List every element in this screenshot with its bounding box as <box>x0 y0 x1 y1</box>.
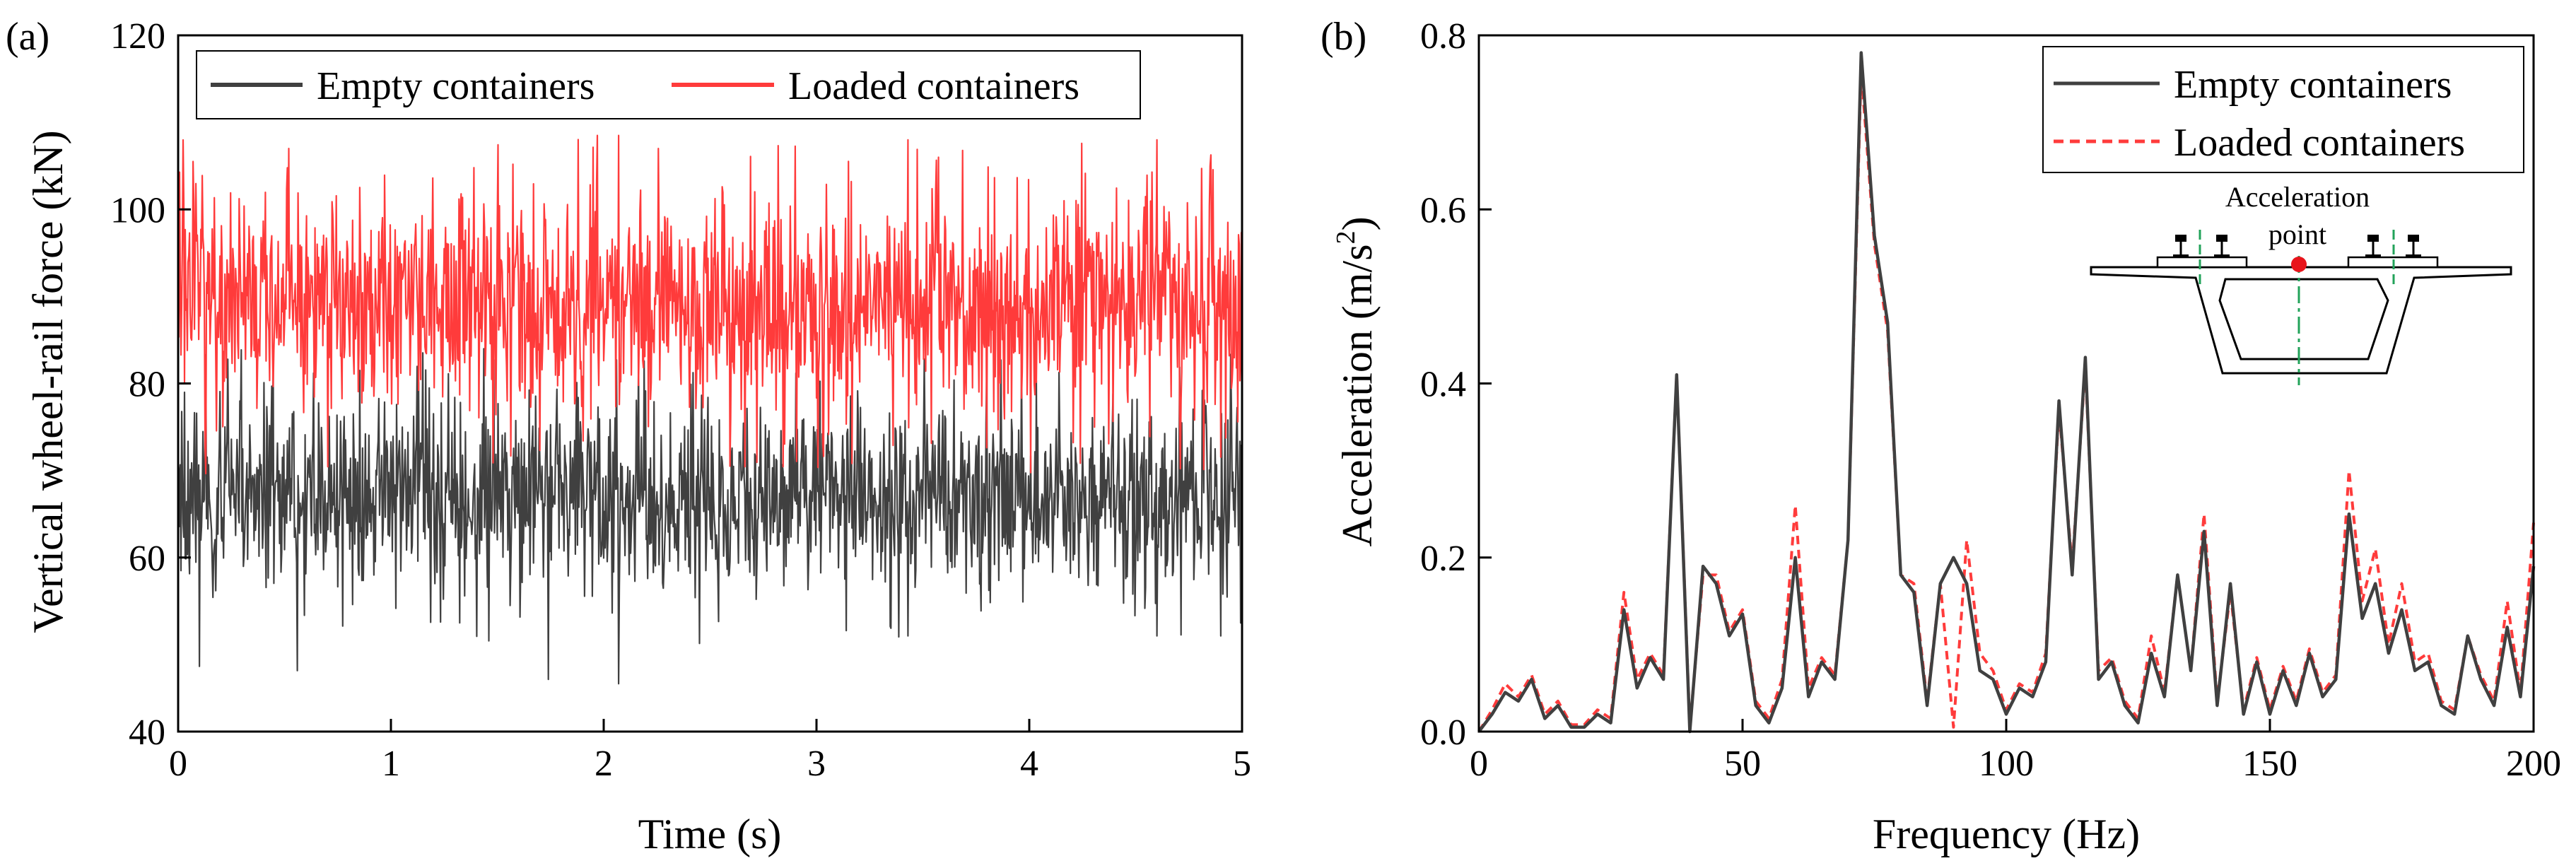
right-rail-1-foot <box>2365 254 2381 258</box>
panel-b-label: (b) <box>1321 15 1366 59</box>
inset-label-line2: point <box>2268 218 2326 250</box>
panel-a-y-axis-label: Vertical wheel-rail force (kN) <box>25 130 71 633</box>
panel-b-y-tick-label: 0.0 <box>1420 712 1466 753</box>
panel-b-x-axis-label: Frequency (Hz) <box>1873 811 2140 857</box>
panel-a-x-tick-label: 5 <box>1233 744 1251 784</box>
panel-b-y-tick-label: 0.2 <box>1420 539 1466 579</box>
panel-b-x-tick-label: 200 <box>2506 744 2561 784</box>
panel-a-y-tick-label: 60 <box>129 539 165 579</box>
left-rail-1-foot <box>2173 254 2189 258</box>
panel-a-x-tick-label: 3 <box>807 744 826 784</box>
panel-b-y-axis-label: Acceleration (m/s2) <box>1331 216 1381 546</box>
panel-a-axes: 0 1 2 3 4 5 40 60 80 100 120 <box>110 16 1251 784</box>
panel-b-legend-label-loaded: Loaded containers <box>2174 121 2465 165</box>
panel-a-y-tick-label: 100 <box>110 190 165 230</box>
panel-b-x-tick-label: 100 <box>1979 744 2034 784</box>
panel-a-series-layer <box>177 134 1243 685</box>
panel-b-x-tick-label: 150 <box>2242 744 2297 784</box>
acceleration-point-marker <box>2291 257 2307 272</box>
panel-a-legend-label-empty: Empty containers <box>317 64 595 108</box>
inset-label-line1: Acceleration <box>2225 181 2370 213</box>
panel-b-y-tick-label: 0.4 <box>1420 365 1466 405</box>
panel-a-x-tick-label: 0 <box>169 744 187 784</box>
panel-a-x-tick-label: 2 <box>595 744 613 784</box>
panel-b-series-layer <box>1477 51 2536 734</box>
panel-a-x-tick-label: 1 <box>382 744 400 784</box>
panel-a-label: (a) <box>6 15 49 59</box>
panel-b-x-tick-label: 0 <box>1470 744 1488 784</box>
right-rail-2-head <box>2408 235 2419 242</box>
panel-b-series-empty-line <box>1477 51 2536 734</box>
panel-a-legend-box <box>196 50 1141 119</box>
panel-b-legend-box <box>2042 46 2524 173</box>
panel-a-y-tick-label: 80 <box>129 365 165 405</box>
panel-b-legend-label-empty: Empty containers <box>2174 63 2452 107</box>
panel-b-legend: Empty containers Loaded containers <box>2042 46 2524 173</box>
bridge-cross-section-inset: Acceleration point <box>2090 181 2512 385</box>
panel-a-y-tick-label: 120 <box>110 16 165 57</box>
panel-a: (a) 0 1 2 3 4 5 40 60 80 100 120 Time (s) Vertical… <box>6 15 1251 857</box>
panel-a-x-axis-label: Time (s) <box>638 811 782 857</box>
panel-a-legend-label-loaded: Loaded containers <box>788 64 1079 108</box>
left-rail-1-head <box>2175 235 2186 242</box>
box-girder-inner-cell <box>2218 278 2389 360</box>
left-rail-2-foot <box>2214 254 2230 258</box>
left-track-base <box>2156 256 2248 269</box>
left-track-slab <box>2156 235 2248 269</box>
right-rail-1-head <box>2367 235 2379 242</box>
panel-b-x-tick-label: 50 <box>1724 744 1761 784</box>
panel-a-series-empty-line <box>177 348 1243 685</box>
panel-a-x-tick-label: 4 <box>1020 744 1038 784</box>
panel-b-y-tick-label: 0.6 <box>1420 190 1466 230</box>
panel-a-plot-frame <box>177 34 1243 733</box>
panel-b-y-tick-label: 0.8 <box>1420 16 1466 57</box>
right-rail-2-foot <box>2406 254 2421 258</box>
left-rail-2-head <box>2216 235 2227 242</box>
panel-a-legend: Empty containers Loaded containers <box>196 50 1141 119</box>
panel-b: (b) 0 50 100 150 200 0.0 0.2 0.4 0.6 0.8 Frequenc… <box>1321 15 2561 857</box>
panel-a-series-loaded-line <box>177 134 1243 475</box>
panel-a-y-tick-label: 40 <box>129 712 165 753</box>
panel-b-axes: 0 50 100 150 200 0.0 0.2 0.4 0.6 0.8 <box>1420 16 2561 784</box>
